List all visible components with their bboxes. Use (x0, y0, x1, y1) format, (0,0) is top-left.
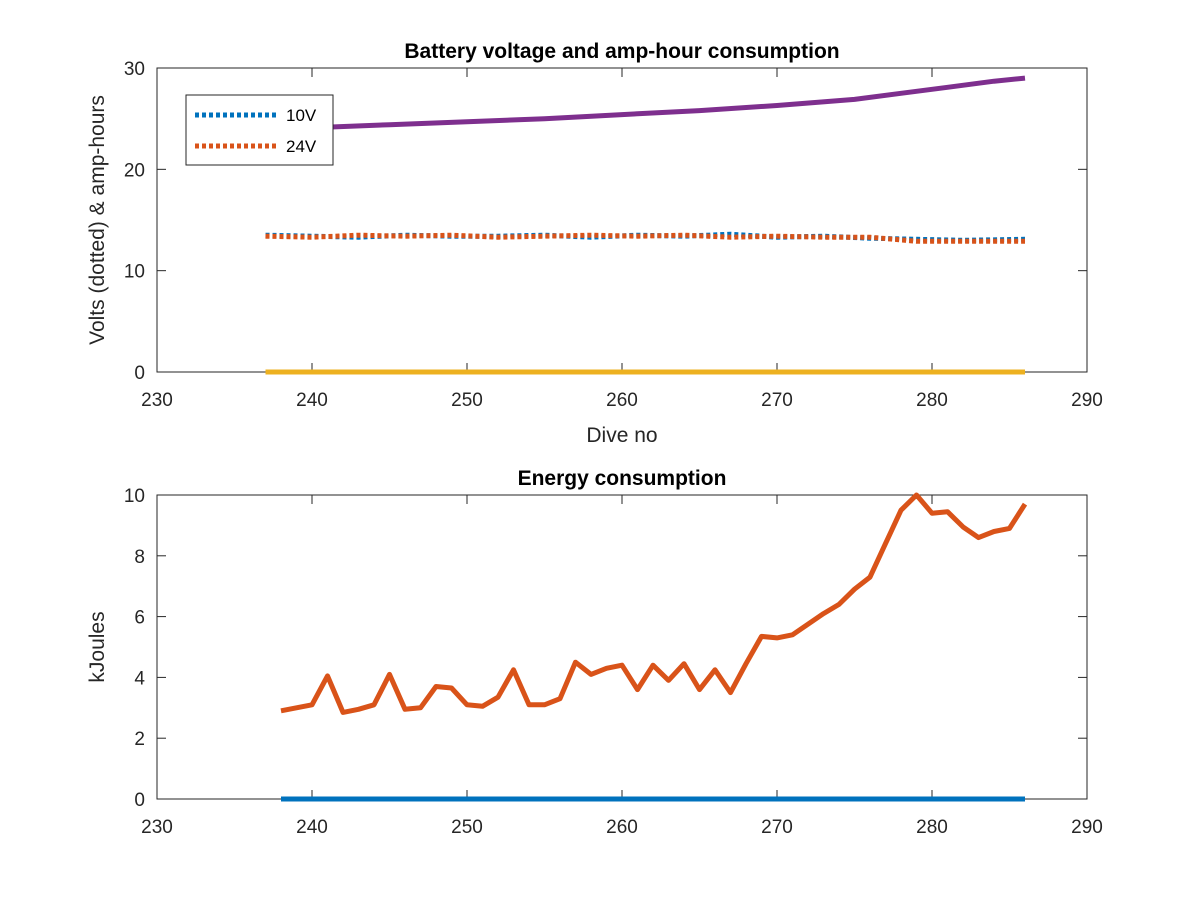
chart-1-y-tick-label: 0 (134, 790, 145, 811)
chart-1-y-tick-label: 8 (134, 547, 145, 568)
chart-1-axes-box (156, 494, 1088, 800)
chart-0-legend-box (185, 94, 334, 166)
chart-0-legend-label-24v: 24V (286, 137, 317, 156)
chart-1-x-tick-label: 250 (451, 817, 483, 838)
chart-0-y-tick-label: 10 (124, 262, 145, 283)
chart-0-x-tick-label: 290 (1071, 390, 1103, 411)
chart-1-x-tick-label: 270 (761, 817, 793, 838)
chart-0-y-axis-label: Volts (dotted) & amp-hours (86, 95, 109, 345)
chart-0-legend-label-10v: 10V (286, 106, 317, 125)
chart-0-y-tick-label: 30 (124, 59, 145, 80)
chart-1-title: Energy consumption (518, 467, 727, 490)
chart-0-y-tick-label: 20 (124, 160, 145, 181)
chart-1-series-0-line (280, 492, 1028, 715)
chart-0-x-tick-label: 260 (606, 390, 638, 411)
energy-consumption-chart: 230 240 250 260 270 280 290 0 2 4 6 8 10 Energy consu… (86, 467, 1103, 838)
chart-1-y-tick-label: 10 (124, 486, 145, 507)
chart-0-x-tick-label: 280 (916, 390, 948, 411)
chart-0-series-24v-line (265, 232, 1025, 244)
chart-0-x-tick-label: 250 (451, 390, 483, 411)
chart-1-y-tick-label: 4 (134, 668, 145, 689)
chart-1-x-tick-label: 240 (296, 817, 328, 838)
chart-1-x-tick-label: 260 (606, 817, 638, 838)
chart-0-x-tick-label: 230 (141, 390, 173, 411)
chart-1-y-axis-label: kJoules (86, 611, 109, 682)
chart-0-y-tick-label: 0 (134, 363, 145, 384)
chart-0-series-2-line (265, 75, 1026, 133)
chart-1-y-tick-label: 2 (134, 729, 145, 750)
chart-1-x-tick-label: 280 (916, 817, 948, 838)
chart-0-x-tick-label: 240 (296, 390, 328, 411)
chart-0-x-tick-label: 270 (761, 390, 793, 411)
chart-0-x-axis-label: Dive no (586, 424, 657, 447)
voltage-amp-hour-chart: 230 240 250 260 270 280 290 0 10 20 30 Battery volt… (86, 40, 1103, 447)
chart-1-y-tick-label: 6 (134, 608, 145, 629)
chart-1-x-tick-label: 290 (1071, 817, 1103, 838)
chart-0-title: Battery voltage and amp-hour consumption (404, 40, 839, 63)
chart-1-x-tick-label: 230 (141, 817, 173, 838)
